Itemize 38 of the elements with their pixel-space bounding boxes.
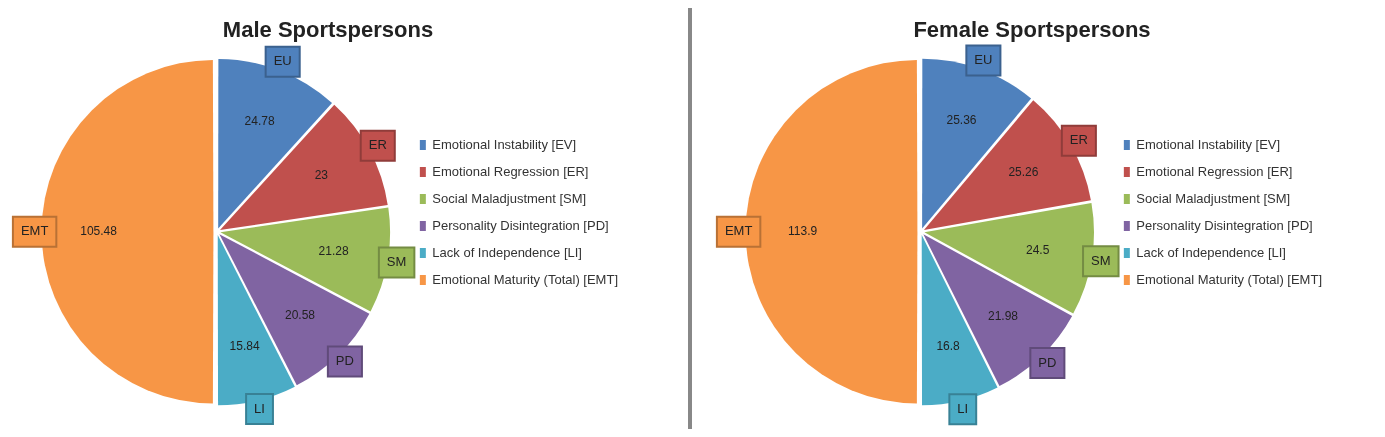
legend-label: Social Maladjustment [SM] [432,190,587,206]
chart-title: Female Sportspersons [913,17,1151,43]
text: LI [254,400,265,416]
text: EU [273,53,292,69]
text: EMT [724,223,753,239]
text: ER [1069,132,1088,148]
text: ER [368,137,387,153]
text: LI [957,400,969,416]
data-label: 21.98 [987,309,1019,324]
legend-label: Emotional Instability [EV] [432,136,577,152]
data-label: 15.84 [229,339,260,354]
legend-label: Personality Disintegration [PD] [432,217,609,233]
legend-label: Emotional Maturity (Total) [EMT] [1136,271,1322,287]
legend-label: Emotional Regression [ER] [432,163,589,179]
text: SM [1091,252,1111,268]
data-label: 113.9 [788,224,818,239]
text: EU [974,52,993,68]
data-label: 105.48 [80,224,118,239]
data-label: 16.8 [936,339,961,354]
legend-label: Emotional Maturity (Total) [EMT] [432,271,618,287]
legend-label: Emotional Regression [ER] [1136,163,1293,179]
data-label: 25.26 [1008,164,1039,179]
legend-label: Lack of Independence [LI] [1136,244,1286,260]
data-label: 20.58 [284,308,316,323]
text: EMT [20,223,49,239]
legend-label: Emotional Instability [EV] [1136,136,1281,152]
legend-label: Social Maladjustment [SM] [1136,190,1291,206]
legend-label: Lack of Independence [LI] [432,244,582,260]
data-label: 25.36 [946,112,977,127]
data-label: 24.5 [1026,243,1050,258]
chart-title: Male Sportspersons [222,17,434,43]
data-label: 24.78 [244,113,275,128]
data-label: 21.28 [318,243,349,258]
text: PD [1038,354,1057,370]
data-label: 23 [314,168,329,183]
text: PD [335,353,354,369]
legend-label: Personality Disintegration [PD] [1136,217,1313,233]
text: SM [386,253,407,269]
